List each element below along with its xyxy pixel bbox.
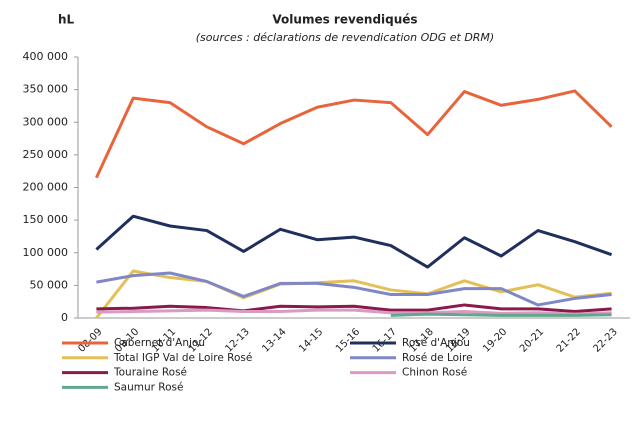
chart-title: Volumes revendiqués: [272, 13, 417, 27]
legend-label: Rosé de Loire: [402, 352, 473, 364]
x-tick-label: 21-22: [555, 326, 583, 354]
legend-label: Chinon Rosé: [402, 367, 467, 379]
legend-label: Total IGP Val de Loire Rosé: [113, 352, 252, 364]
y-axis-label: hL: [58, 13, 75, 27]
y-tick-label: 200 000: [23, 181, 69, 194]
x-tick-label: 14-15: [297, 326, 325, 354]
y-tick-label: 350 000: [23, 83, 69, 96]
series-line: [390, 312, 612, 317]
series-line: [96, 308, 612, 316]
x-tick-label: 20-21: [518, 326, 546, 354]
x-tick-label: 13-14: [260, 326, 288, 354]
y-tick-label: 100 000: [23, 246, 69, 259]
x-tick-label: 22-23: [592, 326, 620, 354]
legend-label: Cabernet d'Anjou: [114, 337, 205, 349]
series-line: [95, 89, 613, 179]
x-tick-label: 15-16: [334, 326, 362, 354]
legend-label: Touraine Rosé: [113, 367, 187, 379]
legend-label: Rosé d'Anjou: [402, 337, 470, 349]
legend-label: Saumur Rosé: [114, 381, 183, 393]
y-tick-label: 0: [61, 311, 68, 324]
series-line: [96, 271, 612, 307]
x-tick-label: 16-17: [371, 326, 399, 354]
y-tick-label: 150 000: [23, 213, 69, 226]
series-line: [95, 214, 613, 269]
y-tick-label: 400 000: [23, 50, 69, 63]
chart-subtitle: (sources : déclarations de revendication…: [196, 31, 494, 44]
y-tick-label: 50 000: [30, 278, 69, 291]
y-tick-label: 300 000: [23, 115, 69, 128]
x-tick-label: 19-20: [481, 326, 509, 354]
y-tick-label: 250 000: [23, 148, 69, 161]
x-tick-label: 08-09: [76, 326, 104, 354]
x-tick-label: 12-13: [224, 326, 252, 354]
series-line: [96, 303, 612, 313]
series-line: [95, 269, 612, 319]
